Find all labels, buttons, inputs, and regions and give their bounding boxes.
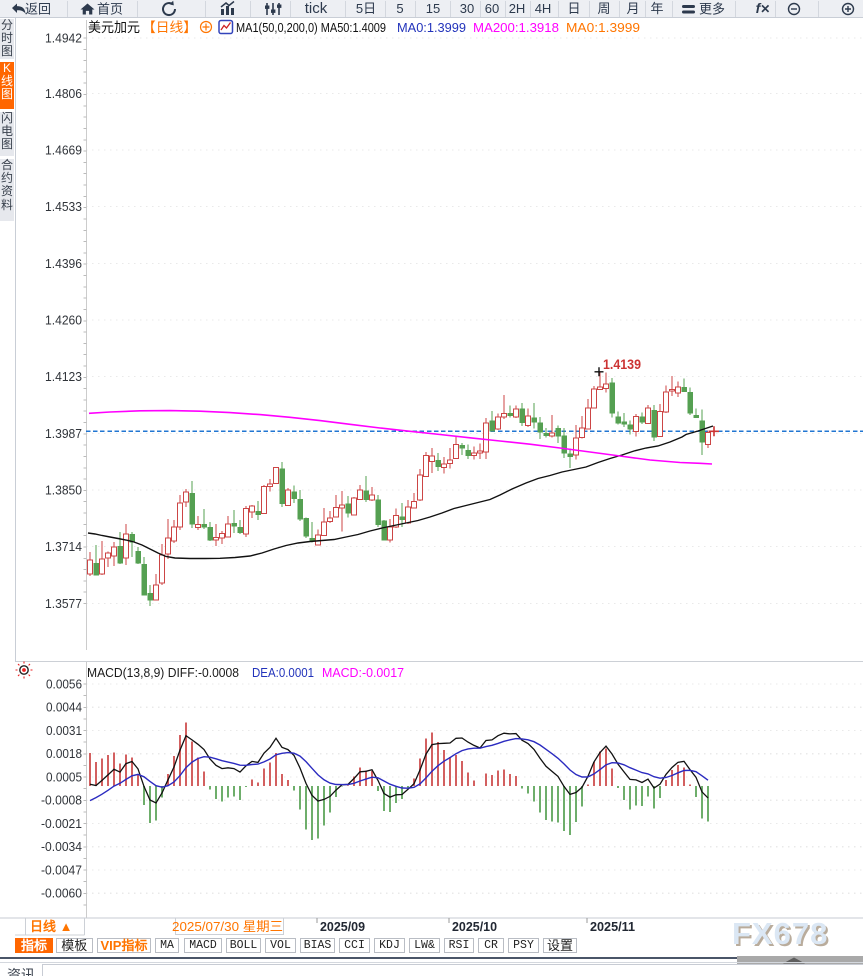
- svg-text:MACD(13,8,9) DIFF:-0.0008: MACD(13,8,9) DIFF:-0.0008: [87, 665, 239, 680]
- svg-text:1.3987: 1.3987: [45, 426, 82, 441]
- svg-text:0.0005: 0.0005: [46, 770, 82, 785]
- svg-text:1.4123: 1.4123: [45, 369, 82, 384]
- svg-text:1.3714: 1.3714: [45, 539, 82, 554]
- svg-text:1.4533: 1.4533: [45, 199, 82, 214]
- svg-text:DEA:0.0001: DEA:0.0001: [252, 665, 314, 680]
- svg-text:MA200:1.3918: MA200:1.3918: [473, 20, 559, 35]
- svg-text:1.4139: 1.4139: [603, 357, 641, 372]
- svg-text:美元加元: 美元加元: [88, 20, 140, 35]
- svg-text:1.4396: 1.4396: [45, 256, 82, 271]
- svg-text:【日线】: 【日线】: [142, 20, 197, 35]
- svg-text:2025/11: 2025/11: [590, 919, 635, 934]
- svg-text:1.4669: 1.4669: [45, 143, 82, 158]
- svg-text:-0.0034: -0.0034: [41, 839, 82, 854]
- svg-text:2025/09: 2025/09: [320, 919, 365, 934]
- svg-text:MACD:-0.0017: MACD:-0.0017: [322, 665, 404, 680]
- svg-text:2025/10: 2025/10: [452, 919, 497, 934]
- svg-text:0.0044: 0.0044: [46, 700, 82, 715]
- svg-text:1.3577: 1.3577: [45, 596, 82, 611]
- svg-text:MA0:1.3999: MA0:1.3999: [566, 20, 640, 35]
- svg-text:1.4806: 1.4806: [45, 86, 82, 101]
- svg-text:0.0018: 0.0018: [46, 746, 82, 761]
- svg-text:0.0031: 0.0031: [46, 723, 82, 738]
- svg-text:MA0:1.3999: MA0:1.3999: [397, 20, 466, 35]
- svg-text:返回: 返回: [25, 2, 51, 17]
- svg-text:1.4942: 1.4942: [45, 31, 82, 46]
- svg-text:MA1(50,0,200,0) MA50:1.4009: MA1(50,0,200,0) MA50:1.4009: [236, 20, 386, 35]
- svg-text:-0.0021: -0.0021: [41, 816, 82, 831]
- svg-text:更多: 更多: [699, 2, 725, 17]
- svg-text:首页: 首页: [97, 2, 123, 17]
- svg-text:-0.0008: -0.0008: [41, 793, 82, 808]
- svg-text:日线 ▲: 日线 ▲: [30, 919, 72, 934]
- svg-text:1.4260: 1.4260: [45, 313, 82, 328]
- svg-text:-0.0047: -0.0047: [41, 863, 82, 878]
- svg-text:1.3850: 1.3850: [45, 483, 82, 498]
- svg-text:-0.0060: -0.0060: [41, 886, 82, 901]
- svg-text:0.0056: 0.0056: [46, 677, 82, 692]
- svg-text:2025/07/30 星期三: 2025/07/30 星期三: [172, 919, 283, 934]
